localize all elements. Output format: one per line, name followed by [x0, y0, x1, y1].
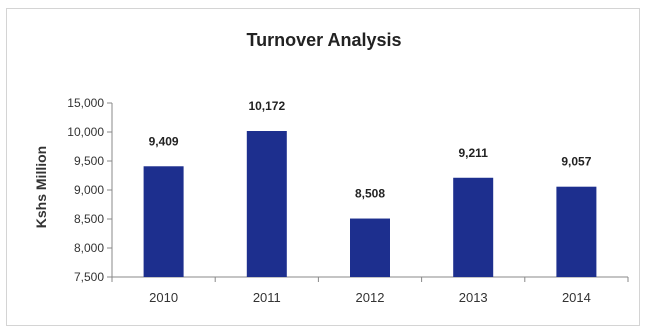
x-tick-label: 2010	[149, 290, 178, 305]
data-label: 9,057	[561, 155, 591, 169]
y-tick-label: 15,000	[67, 96, 104, 110]
y-tick-label: 8,000	[74, 241, 104, 255]
y-tick-label: 9,500	[74, 154, 104, 168]
bar	[350, 218, 390, 277]
x-tick-label: 2011	[253, 290, 281, 305]
y-tick-label: 8,500	[74, 212, 104, 226]
x-tick-label: 2012	[356, 290, 385, 305]
data-label: 10,172	[248, 99, 285, 113]
data-label: 9,409	[149, 134, 179, 148]
bar	[556, 186, 597, 277]
bar	[453, 177, 494, 277]
chart-title: Turnover Analysis	[246, 30, 402, 50]
x-tick-label: 2013	[459, 290, 488, 305]
data-label: 8,508	[355, 187, 385, 201]
bar	[143, 166, 184, 277]
y-tick-label: 7,500	[74, 270, 104, 284]
x-tick-label: 2014	[562, 290, 591, 305]
y-tick-label: 9,000	[74, 183, 104, 197]
data-label: 9,211	[459, 146, 489, 160]
y-tick-label: 10,000	[67, 125, 104, 139]
bar	[246, 131, 287, 277]
